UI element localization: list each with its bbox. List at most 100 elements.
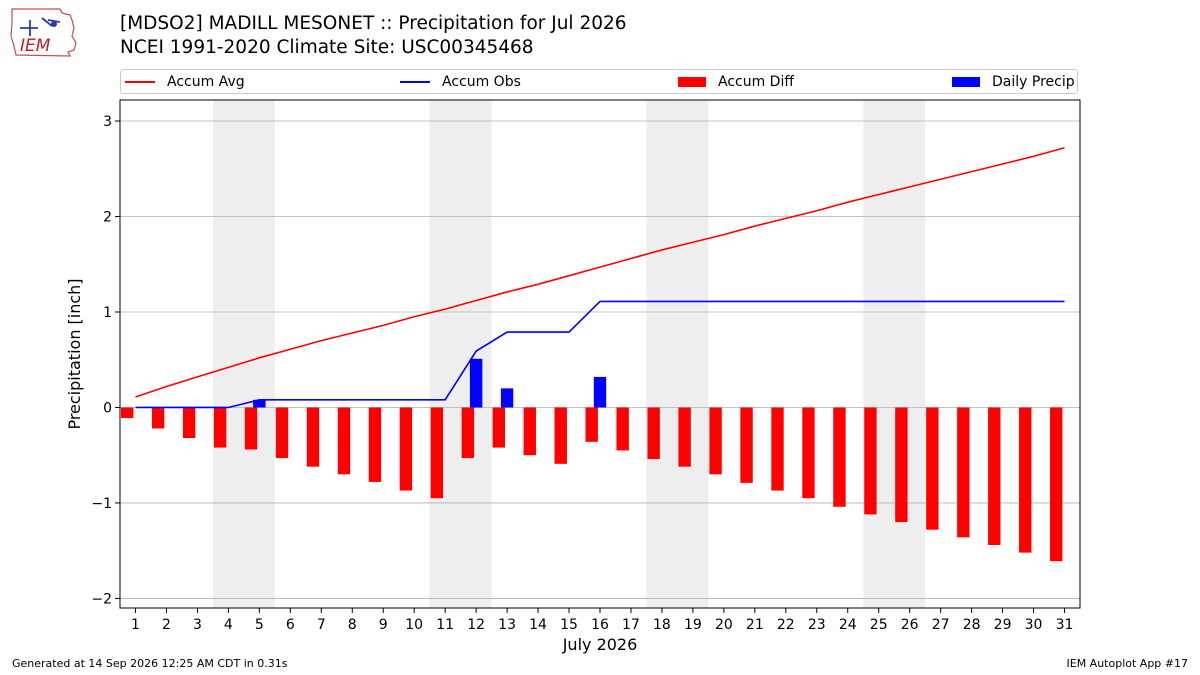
x-tick-label: 30 xyxy=(1025,617,1043,633)
x-tick-label: 1 xyxy=(131,617,140,633)
daily-precip-bars xyxy=(253,358,607,408)
x-tick-label: 9 xyxy=(379,617,388,633)
y-tick-label: 3 xyxy=(103,114,112,130)
y-axis-label: Precipitation [inch] xyxy=(65,278,84,429)
x-tick-label: 7 xyxy=(317,617,326,633)
legend-swatch-accum-diff xyxy=(678,77,706,87)
legend-swatch-accum-avg xyxy=(125,81,155,83)
x-tick-label: 2 xyxy=(162,617,171,633)
legend-swatch-daily-precip xyxy=(952,77,980,87)
x-tick-label: 22 xyxy=(777,617,795,633)
accum-diff-bar xyxy=(213,407,227,448)
x-tick-label: 13 xyxy=(498,617,516,633)
accum-diff-bar xyxy=(492,407,505,448)
accum-diff-bar xyxy=(771,407,784,491)
daily-precip-bar xyxy=(469,358,483,408)
x-tick-label: 12 xyxy=(467,617,485,633)
iem-logo: IEM xyxy=(10,8,77,57)
daily-precip-bar xyxy=(253,399,266,408)
legend-label-daily-precip: Daily Precip xyxy=(992,74,1075,90)
accum-diff-bar xyxy=(895,407,908,523)
x-axis-ticks: 1 2 3 4 5 6 7 8 9 10 11 12 13 14 15 16 17 18 19 20 21 22 23 24 2… xyxy=(131,608,1073,633)
accum-lines xyxy=(135,146,1065,409)
x-tick-label: 17 xyxy=(622,617,640,633)
accum-diff-bar xyxy=(554,407,567,464)
x-axis-label: July 2026 xyxy=(562,635,638,654)
x-tick-label: 8 xyxy=(348,617,357,633)
accum-diff-bar xyxy=(957,407,970,538)
daily-precip-bar xyxy=(593,376,607,408)
x-tick-label: 20 xyxy=(715,617,733,633)
x-tick-label: 16 xyxy=(591,617,609,633)
accum-diff-bar xyxy=(461,407,475,459)
x-tick-label: 26 xyxy=(901,617,919,633)
chart-subtitle: NCEI 1991-2020 Climate Site: USC00345468 xyxy=(120,37,534,58)
weekend-band-1 xyxy=(212,100,275,608)
accum-diff-bar xyxy=(833,407,846,507)
y-tick-label: −1 xyxy=(91,496,112,512)
accum-diff-bar xyxy=(430,407,444,499)
legend-swatch-accum-obs xyxy=(400,81,430,83)
x-tick-label: 5 xyxy=(255,617,264,633)
x-tick-label: 23 xyxy=(808,617,826,633)
y-tick-label: −2 xyxy=(91,591,112,607)
y-gridlines xyxy=(120,120,1080,599)
accum-diff-bar xyxy=(647,407,660,460)
y-tick-label: 1 xyxy=(103,305,112,321)
x-tick-label: 21 xyxy=(746,617,764,633)
legend-label-accum-diff: Accum Diff xyxy=(718,74,795,90)
daily-precip-bar xyxy=(500,388,514,408)
accum-obs-line xyxy=(135,300,1065,409)
x-tick-label: 18 xyxy=(653,617,671,633)
legend-item-accum-avg: Accum Avg xyxy=(125,73,245,91)
legend-label-accum-avg: Accum Avg xyxy=(167,74,245,90)
accum-diff-bars xyxy=(121,407,1063,562)
accum-diff-bar xyxy=(678,407,691,467)
accum-diff-bar xyxy=(988,407,1001,545)
accum-diff-bar xyxy=(306,407,320,467)
generated-footer: Generated at 14 Sep 2026 12:25 AM CDT in… xyxy=(12,657,288,670)
accum-diff-bar xyxy=(740,407,753,483)
accum-diff-bar xyxy=(926,407,939,530)
x-tick-label: 28 xyxy=(963,617,981,633)
accum-diff-bar xyxy=(244,407,258,450)
x-tick-label: 25 xyxy=(870,617,888,633)
x-tick-label: 15 xyxy=(560,617,578,633)
weekend-band-4 xyxy=(863,100,926,608)
accum-diff-bar xyxy=(275,407,289,459)
accum-diff-bar xyxy=(523,407,536,456)
accum-diff-bar xyxy=(1050,407,1063,562)
accum-diff-bar xyxy=(864,407,877,515)
accum-diff-bar xyxy=(616,407,629,451)
x-tick-label: 27 xyxy=(932,617,950,633)
accum-avg-line xyxy=(135,146,1065,398)
x-tick-label: 4 xyxy=(224,617,233,633)
accum-diff-bar xyxy=(151,407,165,429)
accum-diff-bar xyxy=(709,407,722,475)
accum-diff-bar xyxy=(368,407,382,482)
accum-diff-bar xyxy=(399,407,413,491)
logo-text: IEM xyxy=(20,36,51,56)
weekend-band-3 xyxy=(646,100,709,608)
accum-diff-bar xyxy=(802,407,815,499)
weekend-shading xyxy=(212,100,926,608)
accum-diff-bar xyxy=(1019,407,1032,553)
x-tick-label: 14 xyxy=(529,617,547,633)
x-tick-label: 10 xyxy=(405,617,423,633)
accum-diff-bar xyxy=(121,407,134,418)
y-axis-ticks: −2 −1 0 1 2 3 xyxy=(91,114,120,607)
accum-diff-bar xyxy=(585,407,598,442)
legend-item-accum-obs: Accum Obs xyxy=(400,73,521,91)
legend-item-accum-diff: Accum Diff xyxy=(678,73,794,91)
y-tick-label: 2 xyxy=(103,209,112,225)
x-tick-label: 24 xyxy=(839,617,857,633)
x-tick-label: 31 xyxy=(1056,617,1074,633)
chart-legend: Accum Avg Accum Obs Accum Diff Daily Pre… xyxy=(120,69,1078,94)
x-tick-label: 29 xyxy=(994,617,1012,633)
legend-item-daily-precip: Daily Precip xyxy=(952,73,1075,91)
accum-diff-bar xyxy=(182,407,196,439)
x-tick-label: 6 xyxy=(286,617,295,633)
y-tick-label: 0 xyxy=(103,400,112,416)
weekend-band-2 xyxy=(429,100,492,608)
